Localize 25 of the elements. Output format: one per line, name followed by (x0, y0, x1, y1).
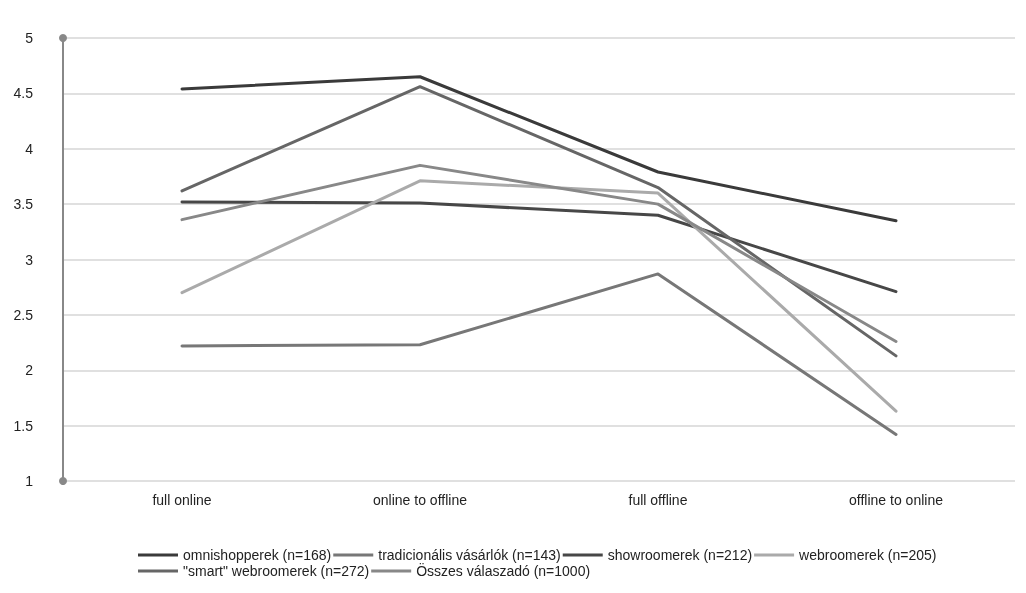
legend-label: omnishopperek (n=168) (183, 547, 332, 563)
x-tick-label: full offline (628, 492, 688, 508)
y-tick-label: 2.5 (13, 306, 34, 323)
y-tick-label: 4.5 (13, 85, 34, 102)
x-tick-label: online to offline (373, 492, 468, 508)
y-tick-label: 3 (25, 251, 34, 268)
y-tick-label: 1.5 (13, 417, 34, 434)
y-tick-label: 2 (25, 362, 34, 379)
legend-label: "smart" webroomerek (n=272) (183, 563, 370, 579)
y-tick-label: 5 (25, 30, 34, 46)
legend-label: showroomerek (n=212) (607, 547, 753, 563)
y-tick-label: 3.5 (13, 196, 34, 213)
line-series (180, 200, 898, 294)
x-tick-label: offline to online (849, 492, 944, 508)
legend-label: Összes válaszadó (n=1000) (416, 562, 591, 579)
line-series (180, 163, 898, 343)
legend-label: tradicionális vásárlók (n=143) (378, 547, 561, 563)
line-series (180, 179, 898, 413)
y-tick-label: 1 (25, 473, 34, 489)
legend-label: webroomerek (n=205) (798, 547, 937, 563)
y-tick-label: 4 (25, 140, 34, 157)
line-series (180, 85, 898, 358)
line-series (180, 272, 898, 436)
line-series (180, 75, 898, 223)
x-tick-label: full online (152, 492, 212, 508)
